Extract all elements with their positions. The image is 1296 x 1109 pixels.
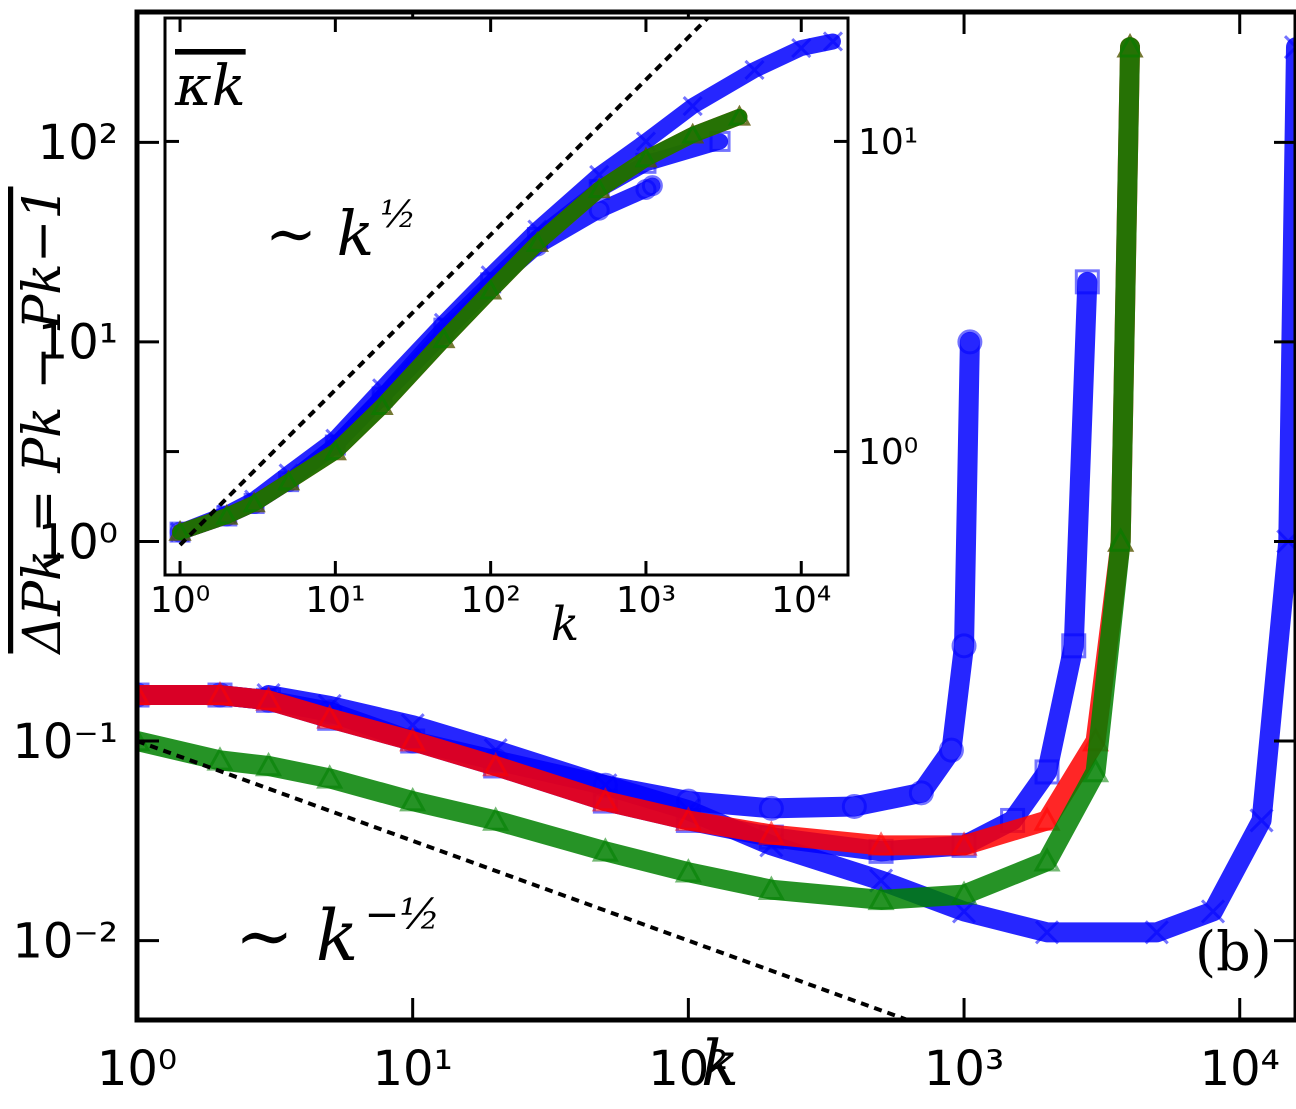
marker <box>370 394 394 415</box>
marker <box>254 751 283 777</box>
marker <box>479 278 503 300</box>
marker <box>674 858 702 883</box>
marker <box>215 503 239 525</box>
marker <box>867 831 895 856</box>
marker <box>587 177 611 199</box>
marker <box>938 737 964 763</box>
marker <box>957 329 983 355</box>
marker <box>757 820 785 845</box>
marker <box>674 806 702 831</box>
marker <box>242 491 266 513</box>
plot-area <box>168 18 844 547</box>
marker <box>168 520 192 541</box>
y-tick-label: 10¹ <box>858 122 918 163</box>
series-band <box>137 37 1141 856</box>
x-tick-label: 10⁴ <box>771 580 831 621</box>
panel-label: (b) <box>1195 920 1272 983</box>
y-tick-label: 10² <box>38 115 118 171</box>
marker <box>950 880 978 905</box>
marker <box>1033 847 1061 872</box>
marker <box>791 37 812 59</box>
x-axis-label: k <box>701 1027 739 1100</box>
y-tick-label: 10⁰ <box>858 432 918 473</box>
marker <box>1200 899 1226 924</box>
marker <box>1082 757 1110 783</box>
marker <box>1249 808 1274 833</box>
marker <box>757 875 785 900</box>
x-axis-label: k <box>551 598 579 652</box>
marker <box>822 31 844 52</box>
annotation: ∼ k <box>265 197 374 270</box>
marker <box>482 751 510 777</box>
marker <box>399 726 427 752</box>
plot-area <box>137 33 1296 1020</box>
marker <box>681 122 705 144</box>
annotation-exponent: −½ <box>364 890 440 939</box>
marker <box>1061 633 1087 659</box>
guide-line <box>178 18 711 547</box>
y-tick-label: 10⁰ <box>38 514 118 570</box>
x-tick-label: 10⁰ <box>97 1041 177 1097</box>
marker <box>950 831 978 856</box>
marker <box>277 469 301 491</box>
marker <box>1033 806 1061 831</box>
marker <box>1074 269 1100 295</box>
marker <box>908 780 934 806</box>
x-tick-label: 10⁰ <box>150 580 210 621</box>
marker <box>634 146 658 168</box>
y-tick-label: 10⁻² <box>12 913 118 969</box>
marker <box>323 439 347 461</box>
plot-frame <box>134 9 1296 1023</box>
marker <box>682 96 703 117</box>
x-tick-label: 10³ <box>924 1041 1004 1097</box>
series-band <box>137 37 1141 910</box>
y-axis-label: ΔPk = Pk − Pk−1 <box>13 187 73 656</box>
marker <box>588 199 610 221</box>
marker <box>1034 759 1060 785</box>
guide-line <box>137 739 914 1020</box>
marker <box>316 764 344 789</box>
x-tick-label: 10³ <box>616 580 676 621</box>
marker <box>951 633 977 659</box>
x-tick-label: 10² <box>461 580 521 621</box>
y-axis-label: κk <box>174 54 246 119</box>
annotation-exponent: ½ <box>380 192 416 236</box>
marker <box>591 787 619 812</box>
marker <box>841 793 867 819</box>
marker <box>867 885 895 911</box>
marker <box>1283 35 1296 60</box>
y-tick-label: 10¹ <box>38 315 118 371</box>
marker <box>525 231 549 252</box>
marker <box>206 680 234 706</box>
marker <box>399 787 427 812</box>
marker <box>758 795 784 821</box>
series-band <box>172 108 748 541</box>
marker <box>1107 527 1135 552</box>
marker <box>868 868 894 893</box>
marker <box>744 59 765 81</box>
marker <box>1034 920 1060 945</box>
marker <box>727 104 751 126</box>
y-tick-label: 10⁻¹ <box>12 714 118 770</box>
x-tick-label: 10² <box>648 1041 728 1097</box>
x-tick-label: 10⁴ <box>1200 1041 1280 1097</box>
marker <box>137 680 151 706</box>
marker <box>591 837 619 862</box>
marker <box>432 327 456 349</box>
marker <box>316 704 344 729</box>
marker <box>254 686 283 711</box>
marker <box>1116 33 1144 58</box>
x-tick-label: 10¹ <box>373 1041 453 1097</box>
marker <box>1144 920 1169 945</box>
marker <box>641 175 663 197</box>
annotation: ∼ k <box>235 895 358 977</box>
x-tick-label: 10¹ <box>305 580 365 621</box>
marker <box>482 806 510 831</box>
plot-frame <box>163 16 850 577</box>
